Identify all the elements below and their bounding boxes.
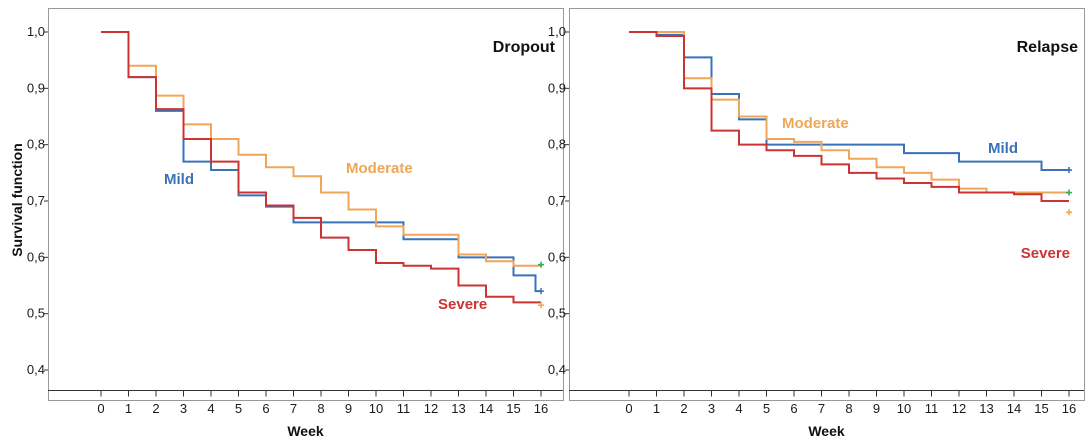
- x-tick-label: 9: [345, 401, 352, 416]
- x-tick-label: 11: [397, 401, 411, 416]
- x-tick-label: 8: [845, 401, 852, 416]
- censor-marker: [1066, 209, 1072, 216]
- chart-panel-0: 0 1 2 3 4 5 6 7 8 9 10 11 12 13 14 15 160,40,50,60,70,80…: [27, 8, 564, 439]
- x-tick-label: 6: [790, 401, 797, 416]
- x-tick-label: 2: [680, 401, 687, 416]
- series-line-moderate: [101, 31, 541, 267]
- series-line-severe: [629, 31, 1069, 202]
- plot-frame: [569, 8, 1085, 401]
- y-tick-label: 0,4: [548, 362, 566, 377]
- x-tick-label: 12: [952, 401, 966, 416]
- x-tick-label: 5: [235, 401, 242, 416]
- y-axis-title: Survival function: [9, 143, 25, 257]
- x-tick-label: 13: [979, 401, 993, 416]
- x-tick-label: 11: [925, 401, 939, 416]
- series-label-moderate: Moderate: [346, 160, 413, 177]
- series-label-mild: Mild: [988, 140, 1018, 157]
- x-tick-label: 13: [451, 401, 465, 416]
- x-tick-label: 0: [625, 401, 632, 416]
- x-tick-label: 16: [534, 401, 548, 416]
- x-tick-label: 12: [424, 401, 438, 416]
- x-tick-label: 1: [653, 401, 660, 416]
- x-tick-label: 16: [1062, 401, 1076, 416]
- y-tick-label: 0,5: [548, 306, 566, 321]
- x-tick-label: 15: [1034, 401, 1048, 416]
- y-tick-label: 1,0: [548, 24, 566, 39]
- chart-panel-1: 0 1 2 3 4 5 6 7 8 9 10 11 12 13 14 15 160,40,50,60,70,80…: [548, 8, 1085, 439]
- y-tick-label: 0,9: [27, 80, 45, 95]
- x-tick-label: 5: [763, 401, 770, 416]
- x-axis-title: Week: [808, 423, 845, 439]
- x-tick-label: 9: [873, 401, 880, 416]
- x-tick-label: 3: [180, 401, 187, 416]
- y-tick-label: 1,0: [27, 24, 45, 39]
- y-tick-label: 0,4: [27, 362, 45, 377]
- x-tick-label: 1: [125, 401, 132, 416]
- y-tick-label: 0,7: [27, 193, 45, 208]
- x-tick-label: 15: [506, 401, 520, 416]
- x-tick-label: 3: [708, 401, 715, 416]
- y-tick-label: 0,8: [548, 137, 566, 152]
- x-tick-label: 8: [317, 401, 324, 416]
- censor-marker: [538, 261, 544, 268]
- censor-marker: [1066, 189, 1072, 196]
- y-tick-label: 0,7: [548, 193, 566, 208]
- series-label-severe: Severe: [438, 296, 487, 313]
- x-tick-label: 10: [369, 401, 383, 416]
- x-tick-label: 14: [479, 401, 493, 416]
- x-tick-label: 10: [897, 401, 911, 416]
- series-line-severe: [101, 31, 541, 304]
- series-label-mild: Mild: [164, 171, 194, 188]
- x-axis-title: Week: [287, 423, 324, 439]
- panel-title: Relapse: [1017, 39, 1078, 56]
- series-line-mild: [101, 31, 541, 293]
- series-label-moderate: Moderate: [782, 115, 849, 132]
- x-tick-label: 7: [290, 401, 297, 416]
- plot-frame: [48, 8, 564, 401]
- series-label-severe: Severe: [1021, 245, 1070, 262]
- panel-title: Dropout: [493, 39, 556, 56]
- y-tick-label: 0,9: [548, 80, 566, 95]
- y-tick-label: 0,5: [27, 306, 45, 321]
- x-tick-label: 0: [97, 401, 104, 416]
- x-tick-label: 2: [152, 401, 159, 416]
- y-tick-label: 0,8: [27, 137, 45, 152]
- x-tick-label: 7: [818, 401, 825, 416]
- censor-marker: [1066, 167, 1072, 174]
- y-tick-label: 0,6: [548, 249, 566, 264]
- y-tick-label: 0,6: [27, 249, 45, 264]
- x-tick-label: 14: [1007, 401, 1021, 416]
- censor-marker: [538, 288, 544, 295]
- censor-marker: [538, 302, 544, 309]
- x-tick-label: 4: [207, 401, 214, 416]
- x-tick-label: 6: [262, 401, 269, 416]
- x-tick-label: 4: [735, 401, 742, 416]
